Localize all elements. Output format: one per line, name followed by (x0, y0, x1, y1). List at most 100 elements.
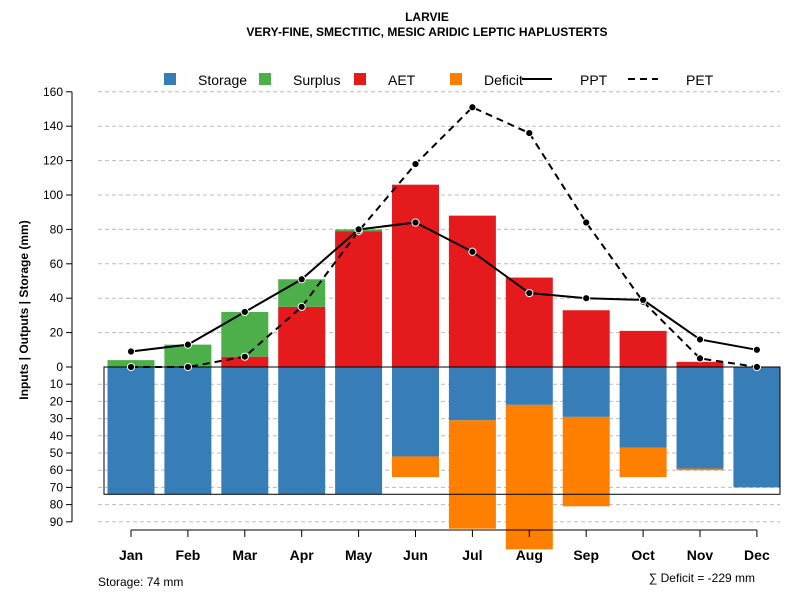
y-tick-label: 80 (50, 222, 64, 236)
lines (126, 103, 762, 372)
y-tick-label: 90 (50, 515, 64, 529)
y-tick-label: 160 (43, 85, 63, 99)
ppt-point-jan (126, 347, 136, 356)
legend-label-deficit: Deficit (484, 72, 523, 88)
storage-bar-dec (733, 367, 781, 488)
deficit-bar-jun (392, 456, 439, 478)
ppt-point-mar (240, 307, 249, 317)
bars (103, 184, 781, 550)
pet-point-apr (297, 302, 306, 311)
surplus-bar-apr (278, 279, 326, 307)
legend-label-aet: AET (388, 72, 416, 88)
storage-bar-aug (505, 367, 553, 405)
storage-bar-jun (392, 367, 439, 457)
aet-bar-may (335, 231, 383, 367)
storage-bar-mar (221, 367, 269, 495)
x-tick-label-oct: Oct (631, 547, 655, 563)
deficit-bar-aug (505, 404, 553, 550)
pet-point-nov (695, 354, 705, 363)
x-tick-label-mar: Mar (232, 547, 257, 563)
y-tick-label: 0 (56, 360, 63, 374)
storage-bar-may (335, 367, 383, 495)
storage-bar-nov (676, 367, 724, 469)
ppt-point-feb (183, 340, 192, 349)
y-tick-label: 20 (50, 326, 64, 340)
y-tick-label: 50 (50, 446, 64, 460)
x-tick-label-feb: Feb (175, 547, 200, 563)
y-tick-label: 40 (50, 429, 64, 443)
storage-note: Storage: 74 mm (98, 575, 183, 589)
y-tick-label: 60 (50, 257, 64, 271)
y-tick-label: 60 (50, 463, 64, 477)
y-tick-label: 80 (50, 498, 64, 512)
storage-bar-sep (562, 367, 610, 417)
x-tick-label-nov: Nov (687, 547, 714, 563)
aet-bar-nov (676, 361, 724, 367)
y-tick-label: 100 (43, 188, 63, 202)
aet-bar-jul (448, 215, 496, 367)
x-tick-label-dec: Dec (744, 547, 770, 563)
legend-swatch-surplus (259, 73, 271, 85)
ppt-point-aug (525, 288, 534, 298)
aet-bar-oct (619, 330, 667, 367)
ppt-point-apr (297, 275, 306, 284)
deficit-bar-oct (619, 447, 667, 478)
pet-point-jun (411, 159, 420, 169)
surplus-bar-feb (164, 344, 212, 367)
pet-point-jul (468, 103, 477, 112)
y-tick-label: 40 (50, 291, 64, 305)
legend-swatch-deficit (450, 73, 462, 85)
x-tick-label-jan: Jan (119, 547, 143, 563)
storage-bar-oct (619, 367, 667, 448)
ppt-line (130, 221, 758, 353)
aet-bar-jun (392, 184, 439, 367)
y-tick-label: 120 (43, 154, 63, 168)
ppt-point-dec (752, 345, 762, 354)
x-tick-label-jun: Jun (403, 547, 428, 563)
ppt-point-nov (695, 335, 705, 344)
pet-line (131, 106, 758, 368)
pet-point-dec (752, 362, 762, 372)
storage-bar-jul (448, 367, 496, 421)
pet-point-aug (525, 128, 534, 138)
x-tick-label-sep: Sep (573, 547, 599, 563)
legend-label-pet: PET (686, 72, 714, 88)
surplus-bar-mar (221, 311, 269, 357)
ppt-point-oct (639, 295, 648, 305)
y-tick-label: 30 (50, 412, 64, 426)
y-axis-title: Inputs | Outputs | Storage (mm) (17, 220, 31, 399)
storage-bar-jan (107, 367, 155, 495)
deficit-bar-nov (676, 468, 724, 471)
x-tick-label-aug: Aug (516, 547, 543, 563)
chart-subtitle: VERY-FINE, SMECTITIC, MESIC ARIDIC LEPTI… (246, 25, 607, 39)
x-tick-label-may: May (345, 547, 372, 563)
x-tick-label-apr: Apr (290, 547, 315, 563)
y-tick-label: 10 (50, 377, 64, 391)
x-tick-label-jul: Jul (462, 547, 482, 563)
ppt-point-jul (468, 247, 477, 256)
ppt-point-sep (582, 294, 591, 303)
legend-swatch-storage (164, 73, 176, 85)
legend-swatch-aet (354, 73, 366, 85)
legend: Storage Surplus AET Deficit PPT PET (164, 72, 714, 88)
pet-point-feb (183, 362, 192, 372)
aet-bar-sep (562, 310, 610, 367)
ppt-point-may (354, 225, 363, 234)
legend-label-surplus: Surplus (293, 72, 340, 88)
y-tick-label: 140 (43, 119, 63, 133)
deficit-note: ∑ Deficit = -229 mm (649, 571, 755, 585)
legend-label-ppt: PPT (580, 72, 608, 88)
axes: 0 20 40 60 80 100 120 140 160 10 20 30 40 50 60 70 80 90 J… (43, 85, 770, 563)
pet-point-sep (582, 218, 591, 227)
y-tick-label: 20 (50, 394, 64, 408)
deficit-bar-sep (562, 416, 610, 507)
storage-bar-feb (164, 367, 212, 495)
ppt-point-jun (411, 218, 420, 227)
pet-point-mar (240, 352, 249, 361)
aet-bar-apr (278, 306, 326, 367)
deficit-bar-jul (448, 420, 496, 529)
legend-label-storage: Storage (198, 72, 247, 88)
y-tick-label: 70 (50, 480, 64, 494)
pet-point-jan (126, 362, 136, 372)
